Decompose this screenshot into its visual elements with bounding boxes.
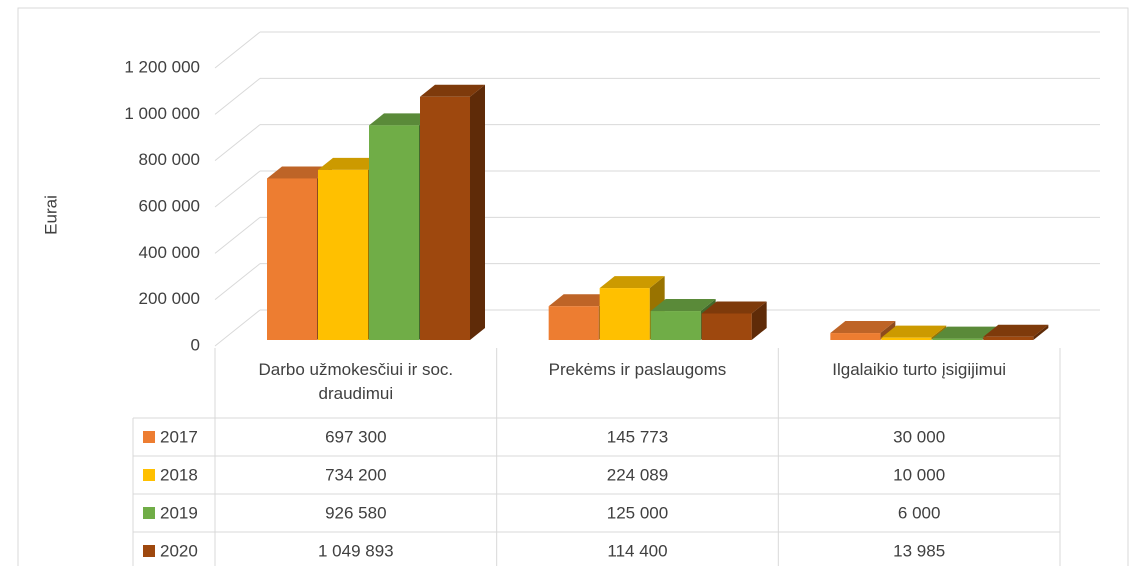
bar [830,321,896,340]
bar-face [932,338,983,340]
table-value: 926 580 [325,503,386,522]
bar-face [267,166,332,179]
y-tick-label: 200 000 [139,289,200,308]
grid-line-depth [214,124,261,162]
bar-face [548,306,599,340]
y-tick-label: 0 [191,335,200,354]
legend-label: 2020 [160,541,198,560]
bar-face [318,157,383,170]
bar-face [983,324,1049,337]
table-value: 13 985 [893,541,945,560]
legend-key [143,431,155,443]
table-value: 10 000 [893,465,945,484]
bar-face [881,337,932,340]
bar-face [983,336,1034,340]
table-value: 114 400 [607,541,667,560]
legend-key [143,507,155,519]
grid-line-depth [214,170,261,208]
grid-line-depth [214,263,261,301]
table-value: 30 000 [893,427,945,446]
bar-face [932,326,998,339]
table-value: 697 300 [325,427,386,446]
category-label: Prekėms ir paslaugoms [548,360,727,379]
bar-face [701,313,752,340]
legend-label: 2018 [160,465,198,484]
bar-face [881,325,947,338]
bar-face [599,288,650,340]
bar-face [470,84,485,341]
bar-face [751,301,767,340]
y-axis-title: Eurai [41,195,60,235]
legend-label: 2019 [160,503,198,522]
chart-frame [17,7,1129,566]
table-value: 734 200 [325,465,386,484]
y-tick-label: 800 000 [139,150,200,169]
grid-line-depth [214,31,261,69]
bar-face [267,178,317,340]
bar-face [369,113,434,126]
bar-face [650,311,701,340]
bar-face [369,125,419,340]
table-value: 1 049 893 [318,541,394,560]
bar-face [1033,324,1049,340]
y-tick-label: 1 000 000 [124,104,200,123]
bar-face [420,96,470,341]
y-tick-label: 600 000 [139,196,200,215]
bar-face [880,321,896,340]
bar-face [650,299,716,312]
bar [701,301,767,340]
bar-face [830,333,881,340]
table-value: 224 089 [607,465,668,484]
bar-face [830,321,896,334]
bar-face [420,84,485,97]
bar [983,324,1049,340]
table-value: 6 000 [898,503,941,522]
category-label: Darbo užmokesčiui ir soc. draudimui [258,360,454,403]
grid-line-depth [214,216,261,254]
bar-face [318,169,368,340]
bar-face [701,301,767,314]
grid-line-depth [214,309,261,347]
table-value: 125 000 [607,503,668,522]
grid-line-depth [214,77,261,115]
legend-key [143,545,155,557]
y-tick-label: 1 200 000 [124,57,200,76]
category-label: Ilgalaikio turto įsigijimui [832,360,1007,379]
bar-face [599,276,665,289]
legend-key [143,469,155,481]
y-tick-label: 400 000 [139,243,200,262]
legend-label: 2017 [160,427,198,446]
bar-face [548,294,614,307]
bar [420,84,485,341]
table-value: 145 773 [607,427,668,446]
